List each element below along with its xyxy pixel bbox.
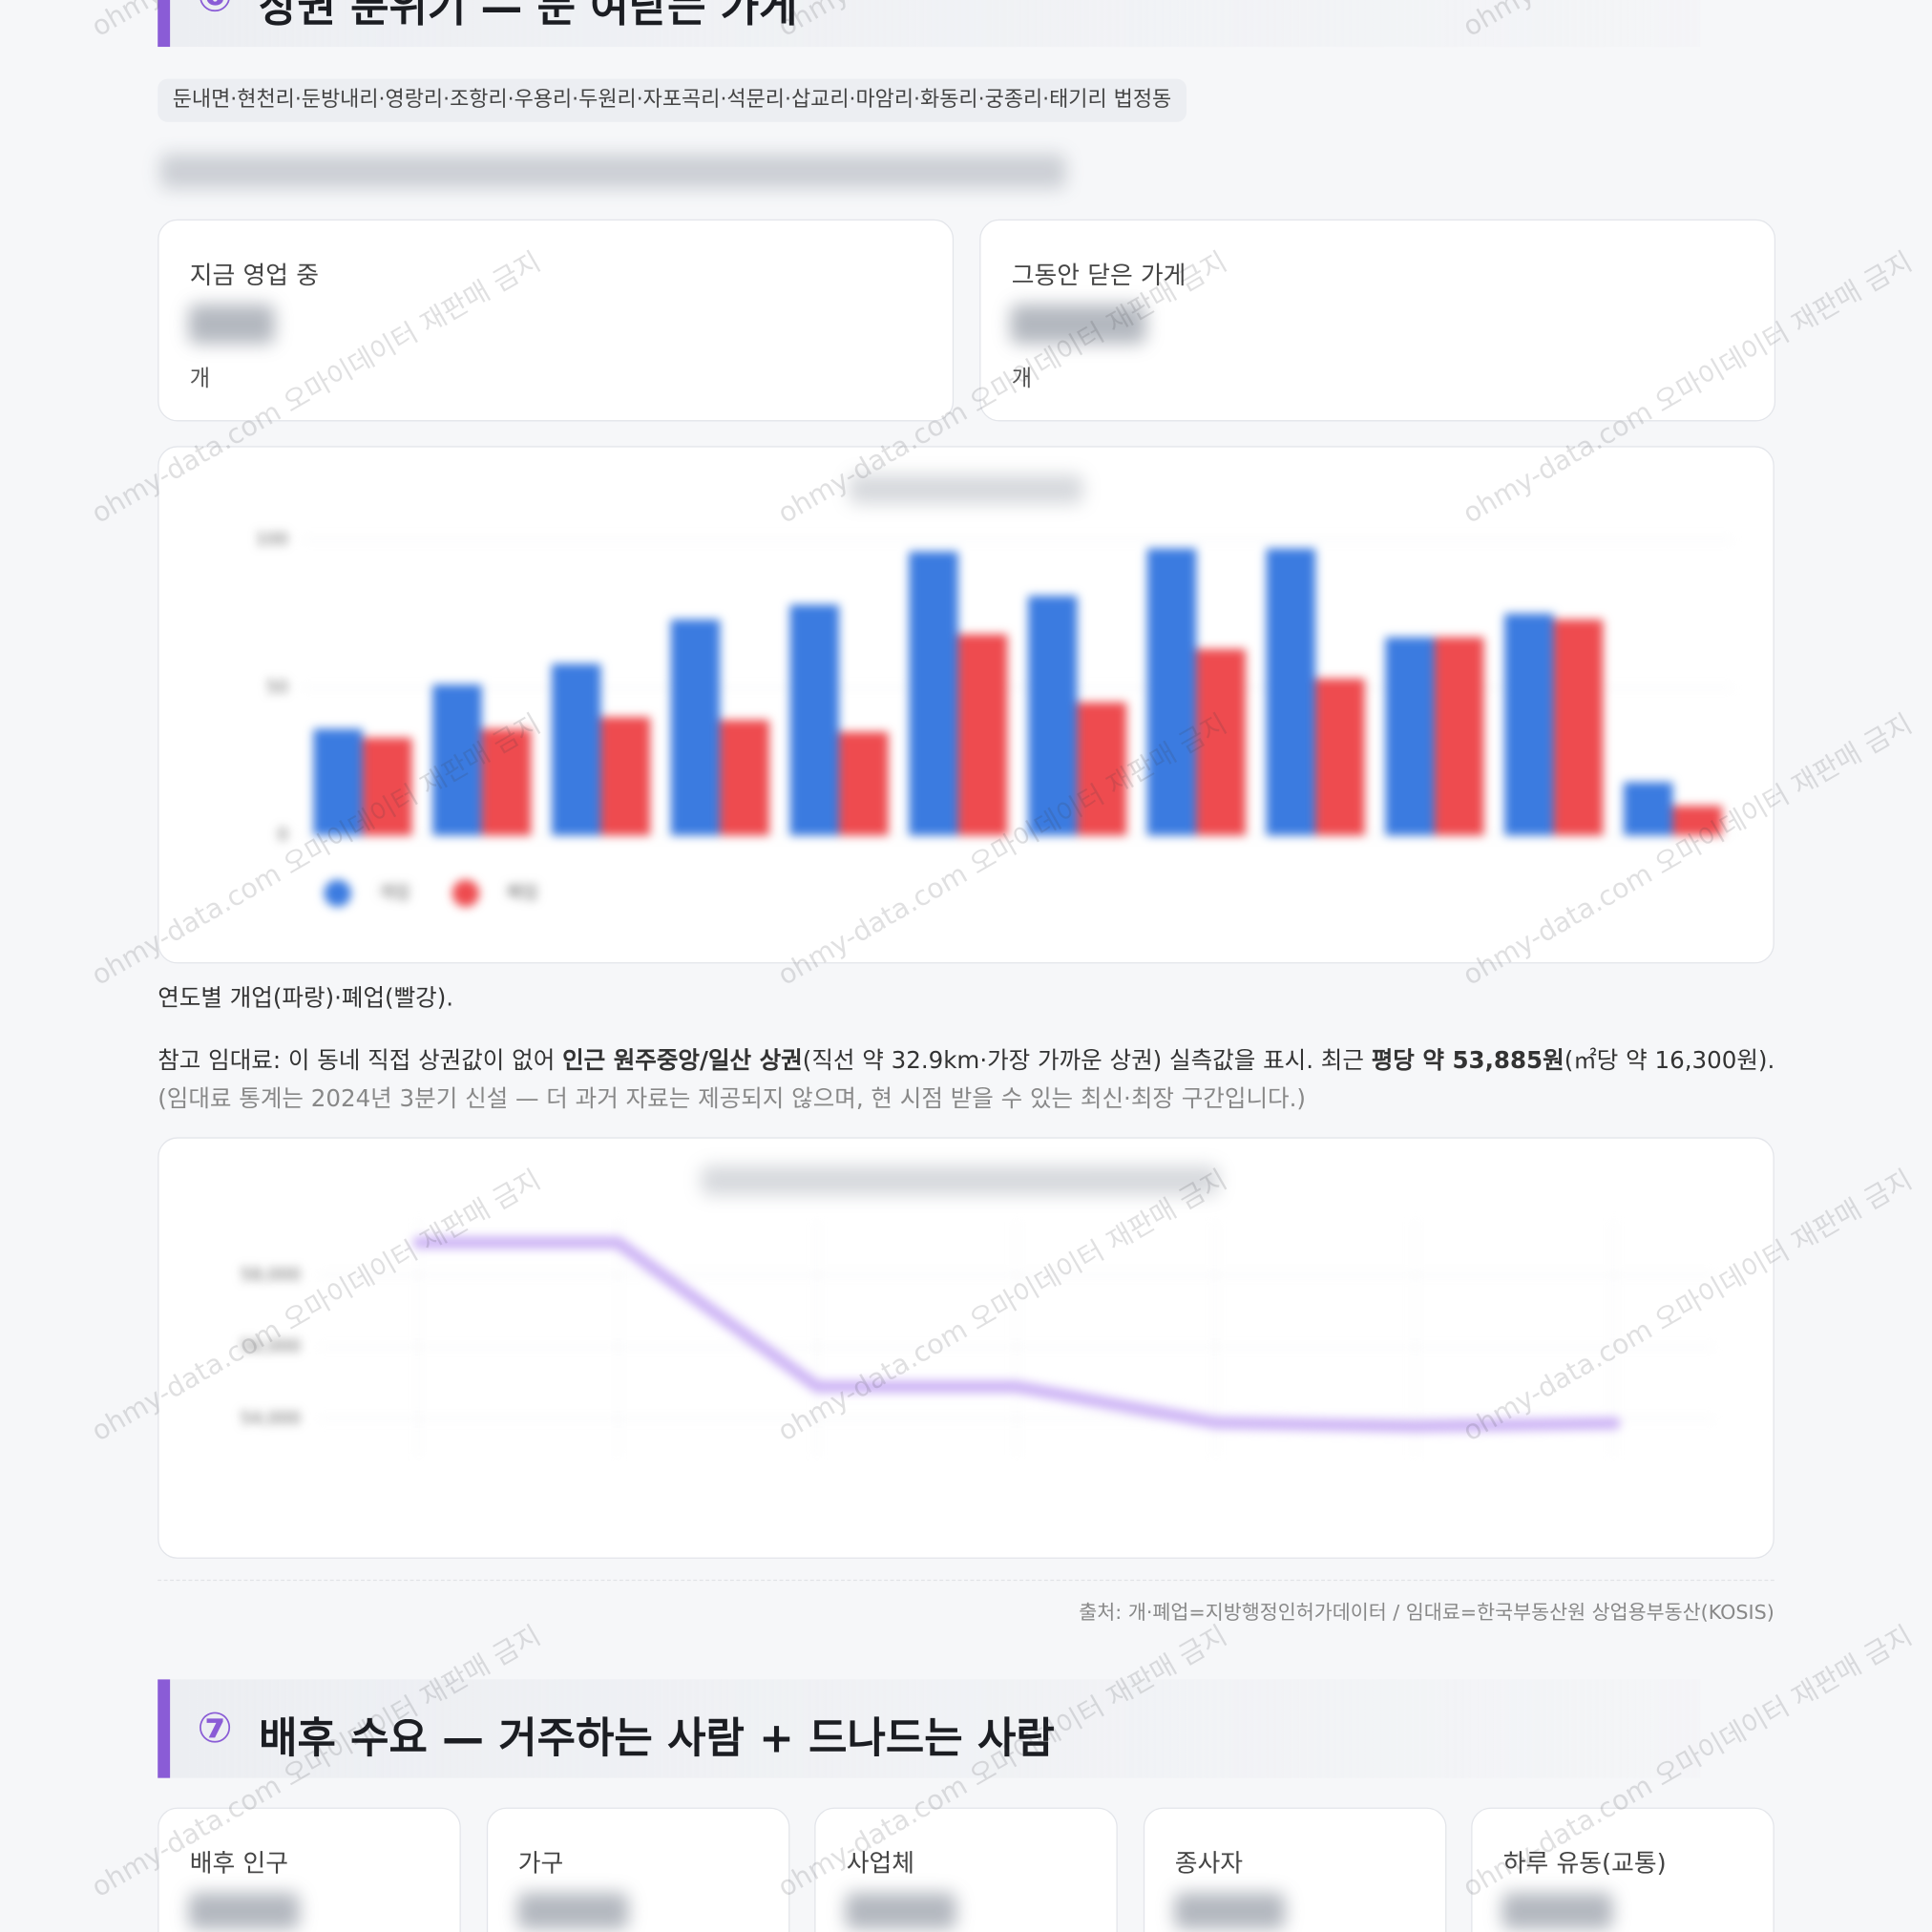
bar: [670, 620, 721, 836]
stat-card: 배후 인구: [158, 1807, 461, 1932]
chart-card: 0 50 100 개업 폐업: [158, 446, 1774, 964]
blurred-line: [159, 154, 1066, 189]
bar: [789, 604, 840, 836]
chart-card: 54,000 56,000 58,000: [158, 1137, 1774, 1559]
bar: [1434, 637, 1484, 836]
rent-subnote: (임대료 통계는 2024년 3분기 신설 — 더 과거 자료는 제공되지 않으…: [158, 1085, 1306, 1113]
y-tick-label: 0: [278, 825, 289, 845]
rent-note: 참고 임대료: 이 동네 직접 상권값이 없어 인근 원주중앙/일산 상권(직선…: [158, 1042, 1774, 1076]
legend-label: 개업: [378, 883, 410, 903]
section-heading: ⑦ 배후 수요 — 거주하는 사람 + 드나드는 사람: [158, 1679, 1701, 1778]
bold-text: 평당 약 53,885원: [1371, 1047, 1564, 1075]
bar: [1315, 678, 1365, 836]
section-number: ⑥: [198, 0, 233, 22]
bar: [909, 551, 958, 836]
blurred-value: [188, 1892, 300, 1930]
stat-label: 종사자: [1174, 1848, 1244, 1879]
caption: 연도별 개업(파랑)·폐업(빨강).: [158, 984, 454, 1012]
stat-card: 하루 유동(교통): [1471, 1807, 1774, 1932]
legend-label: 폐업: [507, 883, 538, 903]
stat-label: 가구: [517, 1848, 564, 1879]
y-tick-label: 54,000: [241, 1409, 301, 1429]
bar: [551, 663, 601, 836]
bar: [1623, 782, 1673, 836]
section-number: ⑦: [197, 1704, 233, 1754]
bar: [1553, 620, 1604, 836]
bar: [1196, 649, 1247, 836]
bar: [720, 720, 769, 836]
y-tick-label: 58,000: [241, 1265, 301, 1285]
area-chip: 둔내면·현천리·둔방내리·영랑리·조항리·우용리·두원리·자포곡리·석문리·삽교…: [158, 78, 1186, 122]
stat-card: 가구: [486, 1807, 789, 1932]
stat-card: 사업체: [814, 1807, 1118, 1932]
stat-label: 배후 인구: [189, 1848, 289, 1879]
blurred-value: [1010, 304, 1146, 345]
bar: [957, 634, 1008, 836]
stat-unit: 개: [189, 366, 211, 392]
y-tick-label: 56,000: [241, 1336, 301, 1356]
stat-label: 사업체: [846, 1848, 915, 1879]
stat-label: 그동안 닫은 가게: [1011, 260, 1186, 290]
bar: [1672, 806, 1723, 836]
text: (직선 약 32.9km·가장 가까운 상권) 실측값을 표시. 최근: [802, 1047, 1372, 1075]
stat-label: 지금 영업 중: [189, 260, 319, 290]
blurred-value: [1173, 1892, 1285, 1930]
blurred-value: [516, 1892, 628, 1930]
section-title: 배후 수요 — 거주하는 사람 + 드나드는 사람: [259, 1713, 1055, 1764]
blurred-chart-title: [849, 473, 1083, 504]
line: [412, 1236, 1621, 1433]
text: (㎡당 약 16,300원).: [1564, 1047, 1775, 1075]
blurred-value: [845, 1892, 956, 1930]
legend-swatch: [324, 879, 351, 908]
text: 참고 임대료: 이 동네 직접 상권값이 없어: [158, 1047, 563, 1075]
bar: [1266, 548, 1316, 836]
stat-label: 하루 유동(교통): [1502, 1848, 1667, 1879]
source: 출처: 개·폐업=지방행정인허가데이터 / 임대료=한국부동산원 상업용부동산(…: [1079, 1600, 1774, 1625]
stat-unit: 개: [1011, 366, 1033, 392]
bar: [1385, 637, 1435, 836]
bar: [313, 728, 363, 836]
bar-chart: 0 50 100 개업 폐업: [256, 529, 1732, 908]
bar: [432, 684, 482, 836]
legend-swatch: [452, 879, 480, 908]
section-heading: ⑥ 상권 분위기 — 문 여닫는 가게: [158, 0, 1701, 48]
blurred-chart-title: [701, 1166, 1219, 1196]
divider: [158, 1579, 1774, 1582]
stat-card: 그동안 닫은 가게 개: [979, 219, 1776, 422]
blurred-value: [1502, 1892, 1613, 1930]
bar: [1077, 702, 1127, 836]
stat-card: 종사자: [1143, 1807, 1446, 1932]
bar: [600, 717, 651, 836]
bar: [1504, 613, 1554, 836]
bar: [362, 737, 412, 836]
line-chart: 54,000 56,000 58,000: [241, 1221, 1714, 1456]
y-tick-label: 100: [256, 529, 288, 549]
bar: [839, 731, 889, 836]
bar: [1146, 548, 1197, 836]
stat-card: 지금 영업 중 개: [158, 219, 955, 422]
bar: [481, 728, 532, 836]
y-tick-label: 50: [266, 677, 288, 697]
blurred-value: [188, 304, 275, 345]
bar: [1027, 596, 1078, 836]
bold-text: 인근 원주중앙/일산 상권: [562, 1047, 803, 1075]
section-title: 상권 분위기 — 문 여닫는 가게: [259, 0, 798, 32]
